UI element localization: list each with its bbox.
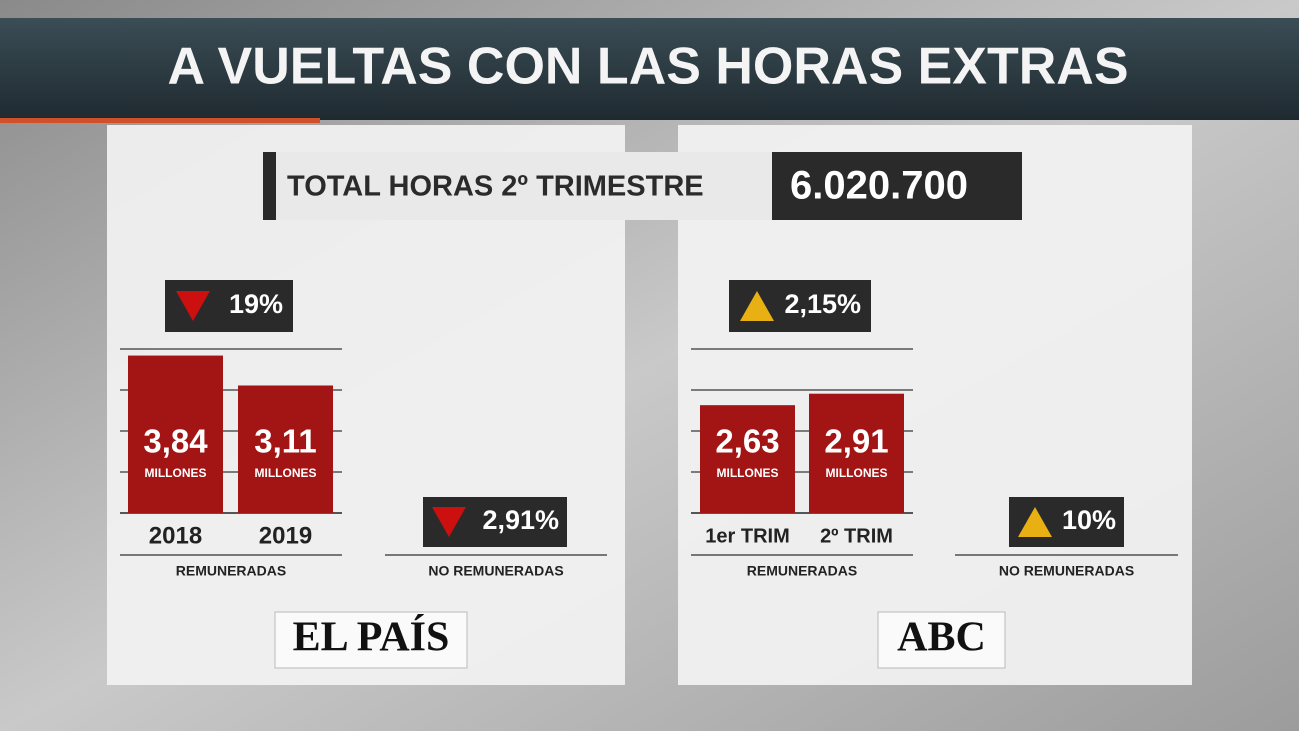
bar-value: 3,84 [143, 423, 208, 460]
category-label: 2019 [259, 522, 312, 549]
bar-unit: MILLONES [145, 466, 207, 480]
bar-value: 2,63 [715, 423, 779, 460]
bar-value: 3,11 [254, 423, 316, 460]
paid-label: REMUNERADAS [747, 563, 857, 579]
category-label: 2018 [149, 522, 202, 549]
source-logo: ABC [897, 615, 986, 661]
total-value-box [772, 152, 1022, 220]
bar [809, 393, 904, 513]
change-arrow [176, 291, 210, 321]
unpaid-arrow [1018, 507, 1052, 537]
total-label: TOTAL HORAS 2º TRIMESTRE [287, 171, 704, 203]
bar [128, 355, 223, 513]
total-accent [263, 152, 276, 220]
unpaid-arrow [432, 507, 466, 537]
change-value: 19% [229, 289, 283, 319]
total-label-box [263, 152, 773, 220]
total-value: 6.020.700 [790, 164, 968, 208]
bar-value: 2,91 [824, 423, 888, 460]
unpaid-change: 2,91% [482, 505, 559, 535]
accent [0, 118, 320, 123]
bar [700, 405, 795, 513]
change-value: 2,15% [784, 289, 861, 319]
paid-label: REMUNERADAS [176, 563, 286, 579]
unpaid-change: 10% [1062, 505, 1116, 535]
category-label: 2º TRIM [820, 525, 893, 547]
logo-box [877, 611, 1006, 669]
category-label: 1er TRIM [705, 525, 789, 547]
unpaid-label: NO REMUNERADAS [999, 563, 1134, 579]
title-banner [0, 18, 1299, 120]
bar-unit: MILLONES [255, 466, 317, 480]
change-arrow [740, 291, 774, 321]
title: A VUELTAS CON LAS HORAS EXTRAS [167, 38, 1128, 96]
bar-unit: MILLONES [826, 466, 888, 480]
unpaid-label: NO REMUNERADAS [428, 563, 563, 579]
bar [238, 385, 333, 513]
logo-box [274, 611, 468, 669]
bar-unit: MILLONES [717, 466, 779, 480]
source-logo: EL PAÍS [293, 614, 450, 661]
